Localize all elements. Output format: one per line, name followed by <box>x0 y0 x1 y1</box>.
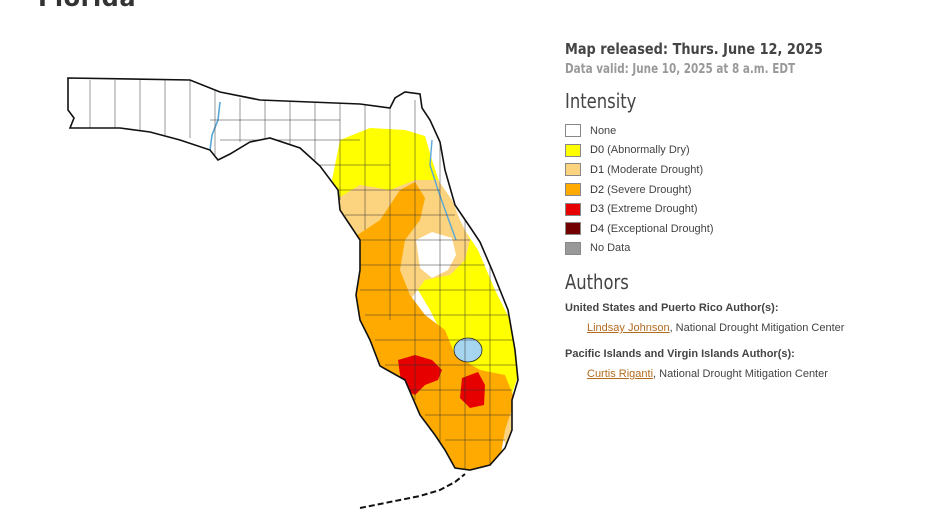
legend-label: D4 (Exceptional Drought) <box>590 222 714 235</box>
legend-label: D0 (Abnormally Dry) <box>590 144 690 157</box>
info-panel: Map released: Thurs. June 12, 2025 Data … <box>565 40 925 380</box>
legend-item-d2: D2 (Severe Drought) <box>565 180 925 200</box>
swatch-d2 <box>565 183 581 197</box>
legend-item-none: None <box>565 121 925 141</box>
swatch-d0 <box>565 143 581 157</box>
legend-label: D2 (Severe Drought) <box>590 183 692 196</box>
authors-heading: Authors <box>565 270 629 295</box>
author-link-lindsay-johnson[interactable]: Lindsay Johnson <box>587 322 670 335</box>
page-title: Florida <box>38 0 136 12</box>
legend-item-d0: D0 (Abnormally Dry) <box>565 141 925 161</box>
author-group-title: Pacific Islands and Virgin Islands Autho… <box>565 348 795 361</box>
author-link-curtis-riganti[interactable]: Curtis Riganti <box>587 368 654 381</box>
legend-label: None <box>590 124 617 137</box>
author-line: Lindsay Johnson, National Drought Mitiga… <box>565 322 925 334</box>
florida-keys <box>359 473 466 509</box>
drought-layers <box>332 128 518 470</box>
legend-item-d3: D3 (Extreme Drought) <box>565 199 925 219</box>
author-line: Curtis Riganti, National Drought Mitigat… <box>565 368 925 380</box>
author-org: , National Drought Mitigation Center <box>669 322 845 335</box>
author-group-title: United States and Puerto Rico Author(s): <box>565 302 779 315</box>
swatch-d3 <box>565 202 581 216</box>
county-lines <box>89 80 516 470</box>
intensity-legend: None D0 (Abnormally Dry) D1 (Moderate Dr… <box>565 121 925 258</box>
legend-label: No Data <box>590 242 631 255</box>
swatch-no-data <box>565 241 581 255</box>
legend-label: D3 (Extreme Drought) <box>590 203 698 216</box>
florida-map-svg <box>67 77 519 509</box>
swatch-d1 <box>565 163 581 177</box>
legend-item-d4: D4 (Exceptional Drought) <box>565 219 925 239</box>
none-pocket <box>416 232 456 278</box>
intensity-heading: Intensity <box>565 89 637 113</box>
swatch-none <box>565 124 581 138</box>
map-released-date: Map released: Thurs. June 12, 2025 <box>565 40 823 58</box>
legend-label: D1 (Moderate Drought) <box>590 163 704 176</box>
drought-map <box>60 70 530 520</box>
legend-item-d1: D1 (Moderate Drought) <box>565 160 925 180</box>
data-valid-date: Data valid: June 10, 2025 at 8 a.m. EDT <box>565 62 796 77</box>
swatch-d4 <box>565 222 581 236</box>
legend-item-no-data: No Data <box>565 239 925 259</box>
lake-okeechobee <box>453 337 483 363</box>
author-org: , National Drought Mitigation Center <box>653 368 828 381</box>
